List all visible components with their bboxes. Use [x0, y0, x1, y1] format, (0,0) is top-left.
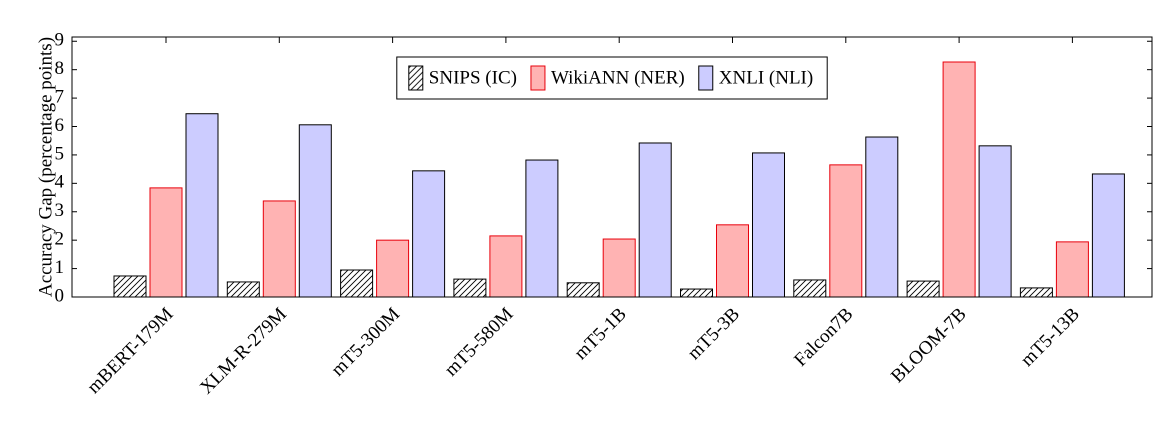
- legend-swatch: [530, 65, 546, 91]
- x-tick-label: Falcon7B: [790, 304, 857, 371]
- y-axis-label: Accuracy Gap (percentage points): [35, 37, 56, 297]
- bar: [412, 170, 446, 298]
- bar: [1055, 241, 1089, 298]
- bar: [716, 224, 749, 298]
- bar: [1091, 173, 1125, 298]
- x-tick-label: mT5-300M: [327, 304, 404, 381]
- bar: [376, 239, 410, 298]
- y-tick-label: 7: [55, 86, 65, 107]
- legend-swatch: [698, 65, 714, 91]
- legend-label: SNIPS (IC): [429, 67, 517, 88]
- plot-frame: [71, 36, 1153, 298]
- legend-label: WikiANN (NER): [551, 67, 685, 88]
- x-tick-label: mT5-580M: [441, 304, 518, 381]
- y-tick-label: 0: [55, 285, 65, 306]
- x-tick-label: mBERT-179M: [83, 304, 177, 398]
- x-tick-label: XLM-R-279M: [196, 304, 291, 399]
- legend: SNIPS (IC) WikiANN (NER) XNLI (NLI): [396, 56, 828, 100]
- legend-swatch: [408, 65, 424, 91]
- bar: [680, 288, 713, 298]
- bar: [602, 238, 636, 298]
- bar: [298, 124, 332, 298]
- legend-label: XNLI (NLI): [719, 67, 813, 88]
- bar: [638, 142, 672, 298]
- bar: [453, 278, 487, 298]
- bar: [489, 235, 523, 298]
- bar: [793, 279, 827, 298]
- x-tick-label: mT5-1B: [570, 304, 630, 364]
- bar: [340, 269, 374, 298]
- y-tick-label: 6: [55, 115, 65, 136]
- bar: [978, 145, 1012, 298]
- y-tick-label: 5: [55, 143, 65, 164]
- bar: [262, 200, 296, 298]
- bar: [1019, 287, 1053, 298]
- y-tick-label: 8: [55, 58, 65, 79]
- bar: [226, 281, 260, 298]
- y-tick-label: 1: [55, 257, 65, 278]
- y-tick-label: 4: [55, 172, 65, 193]
- x-tick-label: mT5-3B: [684, 304, 744, 364]
- bar: [149, 187, 183, 298]
- bar: [906, 280, 940, 298]
- y-tick-label: 3: [55, 200, 65, 221]
- bar: [865, 136, 899, 298]
- bar: [185, 113, 219, 298]
- bar: [942, 61, 976, 298]
- bar: [829, 164, 863, 298]
- bar: [113, 275, 147, 298]
- bar: [752, 152, 785, 298]
- x-tick-label: BLOOM-7B: [887, 304, 971, 388]
- legend-box: [396, 56, 828, 100]
- x-tick-label: mT5-13B: [1017, 304, 1084, 371]
- y-tick-label: 9: [55, 30, 65, 51]
- bar: [566, 282, 600, 298]
- y-tick-label: 2: [55, 229, 65, 250]
- bar: [525, 159, 559, 298]
